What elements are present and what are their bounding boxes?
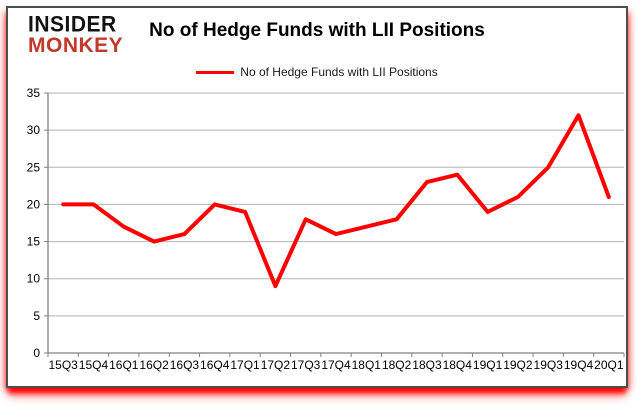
- x-axis-label: 18Q4: [443, 358, 473, 372]
- y-axis-label: 25: [27, 160, 41, 174]
- chart-frame: INSIDER MONKEY No of Hedge Funds with LI…: [6, 6, 628, 388]
- x-axis-label: 17Q1: [230, 358, 260, 372]
- x-axis-label: 18Q1: [352, 358, 382, 372]
- x-axis-label: 19Q4: [564, 358, 594, 372]
- x-axis-label: 19Q3: [534, 358, 564, 372]
- x-axis-label: 17Q2: [261, 358, 291, 372]
- logo-text-insider: INSIDER: [28, 12, 117, 37]
- x-axis-label: 19Q2: [503, 358, 533, 372]
- x-axis-label: 18Q2: [382, 358, 412, 372]
- y-axis-label: 5: [33, 309, 40, 323]
- y-axis-label: 10: [27, 272, 41, 286]
- legend-line-swatch: [196, 70, 235, 74]
- y-axis-label: 35: [27, 86, 41, 100]
- x-axis-label: 17Q3: [291, 358, 321, 372]
- x-axis-label: 20Q1: [594, 358, 624, 372]
- x-axis-label: 15Q3: [48, 358, 78, 372]
- x-axis-label: 16Q4: [200, 358, 230, 372]
- x-axis-label: 16Q1: [109, 358, 139, 372]
- y-axis-label: 15: [27, 235, 41, 249]
- data-series-line: [61, 113, 611, 289]
- x-axis-label: 16Q3: [170, 358, 200, 372]
- logo-text-monkey: MONKEY: [28, 33, 124, 57]
- y-axis-label: 20: [27, 197, 41, 211]
- x-axis-label: 18Q3: [412, 358, 442, 372]
- x-axis-label: 15Q4: [79, 358, 109, 372]
- y-axis-label: 0: [33, 346, 40, 360]
- x-axis-label: 17Q4: [321, 358, 351, 372]
- legend-label: No of Hedge Funds with LII Positions: [240, 65, 438, 79]
- chart-title: No of Hedge Funds with LII Positions: [149, 20, 485, 41]
- insider-monkey-logo: INSIDER MONKEY: [28, 12, 124, 57]
- x-axis-label: 16Q2: [139, 358, 169, 372]
- legend: No of Hedge Funds with LII Positions: [8, 65, 626, 79]
- x-axis-label: 19Q1: [473, 358, 503, 372]
- y-axis-label: 30: [27, 123, 41, 137]
